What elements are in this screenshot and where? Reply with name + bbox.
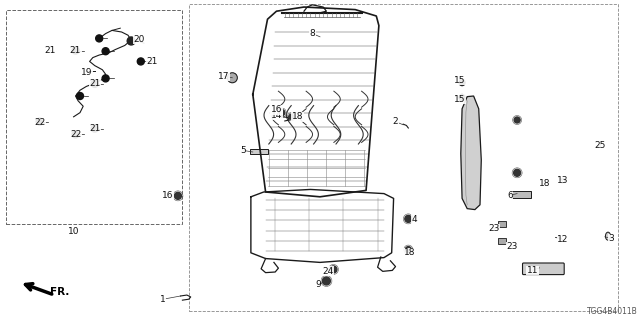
Text: 21: 21 (44, 46, 56, 55)
Text: 16: 16 (271, 105, 282, 114)
Text: 25: 25 (595, 141, 606, 150)
Circle shape (514, 117, 520, 123)
Text: 10: 10 (68, 228, 79, 236)
Circle shape (72, 131, 79, 138)
Circle shape (323, 277, 330, 285)
Text: 2: 2 (393, 117, 398, 126)
Bar (250, 149, 268, 154)
Polygon shape (461, 96, 481, 210)
Circle shape (405, 247, 412, 252)
Text: 17: 17 (218, 72, 230, 81)
Bar (498, 238, 506, 244)
Text: 14: 14 (271, 111, 282, 120)
Circle shape (138, 58, 144, 65)
Text: TGG4B4011B: TGG4B4011B (588, 307, 638, 316)
Circle shape (102, 48, 109, 55)
Text: 3: 3 (609, 234, 614, 243)
Text: 15: 15 (454, 76, 465, 84)
Circle shape (102, 75, 109, 82)
Text: 15: 15 (454, 95, 465, 104)
Circle shape (227, 73, 237, 83)
Text: 21: 21 (89, 124, 100, 133)
Bar (511, 191, 531, 198)
Circle shape (405, 215, 412, 222)
Circle shape (96, 35, 102, 42)
Text: 6: 6 (508, 191, 513, 200)
Text: 18: 18 (539, 179, 550, 188)
Circle shape (92, 80, 98, 87)
Text: 9: 9 (316, 280, 321, 289)
Text: 18: 18 (404, 248, 415, 257)
Text: 20: 20 (134, 35, 145, 44)
Text: 21: 21 (70, 46, 81, 55)
Text: 21: 21 (89, 79, 100, 88)
Circle shape (459, 80, 465, 85)
Circle shape (127, 37, 135, 45)
Circle shape (77, 92, 83, 100)
Text: 4: 4 (412, 215, 417, 224)
Text: 12: 12 (557, 236, 568, 244)
Text: 5: 5 (241, 146, 246, 155)
FancyBboxPatch shape (522, 263, 564, 275)
Circle shape (289, 114, 294, 119)
Text: 22: 22 (70, 130, 81, 139)
Text: 18: 18 (292, 112, 303, 121)
Text: 11: 11 (527, 266, 538, 275)
Ellipse shape (605, 232, 611, 240)
Text: 1: 1 (161, 295, 166, 304)
Bar (498, 221, 506, 227)
Bar (189, 4, 618, 311)
Text: 19: 19 (81, 68, 92, 76)
Text: 23: 23 (506, 242, 518, 251)
Text: 8: 8 (310, 29, 315, 38)
Circle shape (459, 95, 465, 100)
Bar (6, 10, 182, 224)
Text: FR.: FR. (50, 287, 69, 297)
Text: 21: 21 (147, 57, 158, 66)
Text: 24: 24 (322, 267, 333, 276)
Text: 13: 13 (557, 176, 568, 185)
Circle shape (36, 118, 43, 125)
Circle shape (330, 266, 337, 273)
Circle shape (92, 125, 98, 132)
Text: 16: 16 (162, 191, 173, 200)
Circle shape (278, 109, 285, 116)
Circle shape (175, 192, 181, 199)
Circle shape (514, 169, 520, 176)
Circle shape (72, 47, 79, 54)
Text: 23: 23 (488, 224, 500, 233)
Text: 22: 22 (34, 118, 45, 127)
